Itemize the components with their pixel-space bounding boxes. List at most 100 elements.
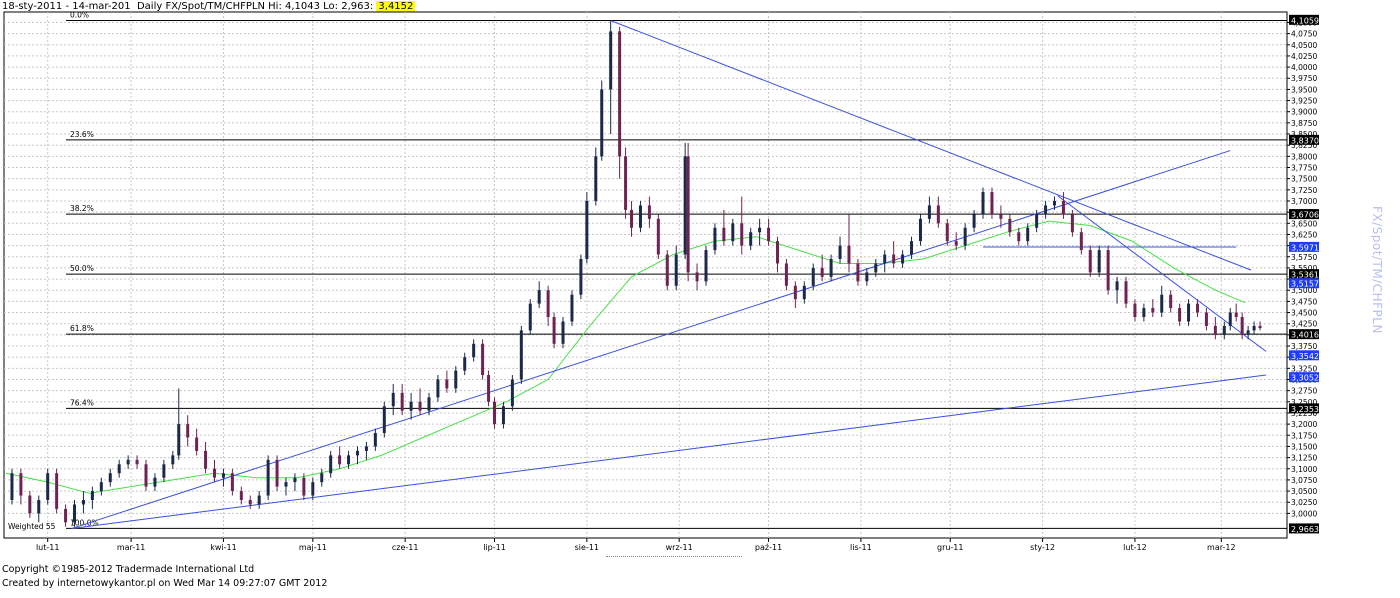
candle-body xyxy=(493,401,497,425)
x-tick-label: kwi-11 xyxy=(210,543,236,552)
candle-body xyxy=(936,205,940,224)
candle-body xyxy=(1106,250,1110,291)
candle-body xyxy=(55,473,59,509)
price-tag xyxy=(1289,403,1319,414)
candle-body xyxy=(954,241,958,246)
candle-body xyxy=(793,285,797,300)
candle-body xyxy=(740,223,744,246)
candle-body xyxy=(1240,317,1244,335)
y-tick-label: 3,4250 xyxy=(1291,320,1317,329)
y-tick-label: 3,0500 xyxy=(1291,487,1317,496)
moving-average-label: Weighted 55 xyxy=(8,522,56,531)
price-tag xyxy=(1289,329,1319,340)
candle-body xyxy=(481,343,485,376)
candle-body xyxy=(1213,325,1217,335)
instrument-info: Daily FX/Spot/TM/CHFPLN Hi: 4,1043 Lo: 2… xyxy=(136,1,374,12)
candle-body xyxy=(1195,303,1199,313)
candle-body xyxy=(1017,232,1021,242)
candle-body xyxy=(171,455,175,465)
candle-body xyxy=(585,200,589,259)
candle-body xyxy=(767,227,771,242)
candle-body xyxy=(293,477,297,483)
candle-body xyxy=(463,357,467,371)
candle-body xyxy=(1088,250,1092,273)
y-tick-label: 3,8000 xyxy=(1291,152,1317,161)
candle-body xyxy=(177,424,181,456)
candle-body xyxy=(1187,303,1191,322)
candle-body xyxy=(382,406,386,434)
fib-label: 50.0% xyxy=(70,264,94,273)
scroll-separator[interactable] xyxy=(606,556,742,557)
price-tag-label: 3,2353 xyxy=(1291,405,1319,414)
candle-body xyxy=(445,379,449,389)
candle-body xyxy=(144,464,148,487)
candle-body xyxy=(454,370,458,389)
candle-body xyxy=(990,192,994,215)
candle-body xyxy=(1151,308,1155,313)
candle-body xyxy=(400,392,404,411)
candle-body xyxy=(487,375,491,402)
fib-label: 0.0% xyxy=(70,11,89,20)
y-tick-label: 3,8250 xyxy=(1291,141,1317,150)
candle-body xyxy=(81,499,85,505)
candle-body xyxy=(90,491,94,500)
y-tick-label: 3,9000 xyxy=(1291,108,1317,117)
candle-body xyxy=(338,455,342,465)
price-tag xyxy=(1289,134,1319,145)
candle-body xyxy=(64,508,68,523)
candle-body xyxy=(213,468,217,478)
candle-body xyxy=(73,504,77,523)
candle-body xyxy=(713,227,717,251)
candle-body xyxy=(257,495,261,505)
plot-frame xyxy=(3,11,1288,539)
candle-body xyxy=(117,464,121,474)
candle-body xyxy=(266,459,270,496)
candle-body xyxy=(311,482,315,496)
x-tick-label: lut-12 xyxy=(1123,543,1147,552)
candle-body xyxy=(686,156,690,273)
y-tick-label: 3,5750 xyxy=(1291,253,1317,262)
y-tick-label: 3,0250 xyxy=(1291,498,1317,507)
candle-body xyxy=(418,401,422,411)
candle-body xyxy=(391,392,395,407)
price-tag xyxy=(1289,372,1319,383)
candle-body xyxy=(638,205,642,228)
y-tick-label: 3,2500 xyxy=(1291,398,1317,407)
x-tick-label: sie-11 xyxy=(575,543,599,552)
y-tick-label: 4,0500 xyxy=(1291,41,1317,50)
candle-body xyxy=(731,223,735,242)
price-tag-label: 3,4016 xyxy=(1291,331,1319,340)
candle-body xyxy=(722,227,726,242)
y-tick-label: 3,3750 xyxy=(1291,342,1317,351)
candle-body xyxy=(552,317,556,344)
y-tick-label: 3,4750 xyxy=(1291,297,1317,306)
x-tick-label: sty-12 xyxy=(1030,543,1055,552)
price-tag xyxy=(1289,269,1319,280)
candle-body xyxy=(624,156,628,210)
y-tick-label: 3,9750 xyxy=(1291,74,1317,83)
y-tick-label: 3,1250 xyxy=(1291,454,1317,463)
candle-body xyxy=(775,241,779,264)
candle-body xyxy=(945,223,949,242)
candle-body xyxy=(355,450,359,456)
candle-body xyxy=(820,267,824,277)
y-tick-label: 4,0000 xyxy=(1291,63,1317,72)
candle-body xyxy=(373,433,377,447)
price-chart[interactable]: 3,0000 3,0250 3,0500 3,0750 3,1000 3,1250 3,15… xyxy=(0,0,1400,560)
y-tick-label: 3,9250 xyxy=(1291,97,1317,106)
price-tag-label: 3,6706 xyxy=(1291,211,1319,220)
candle-body xyxy=(865,272,869,282)
candle-body xyxy=(1142,308,1146,318)
chart-header: 18-sty-2011 - 14-mar-201 Daily FX/Spot/T… xyxy=(2,1,416,12)
candle-body xyxy=(230,473,234,492)
candle-body xyxy=(248,499,252,505)
fib-label: 100.0% xyxy=(70,518,99,527)
y-tick-label: 3,2000 xyxy=(1291,420,1317,429)
candle-body xyxy=(221,473,225,478)
candle-body xyxy=(135,459,139,465)
price-tag-label: 3,5971 xyxy=(1291,243,1319,252)
y-tick-label: 3,8500 xyxy=(1291,130,1317,139)
y-tick-label: 3,8750 xyxy=(1291,119,1317,128)
y-tick-label: 3,3250 xyxy=(1291,364,1317,373)
candle-body xyxy=(838,245,842,259)
